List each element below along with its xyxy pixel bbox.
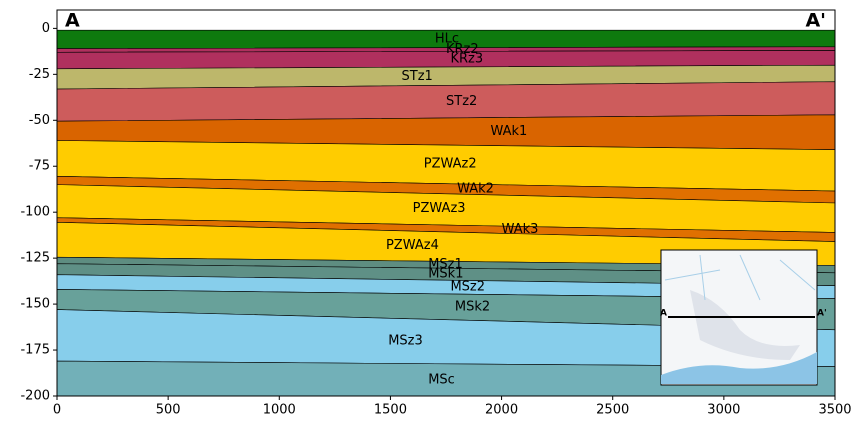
layer-label: MSz1	[428, 257, 463, 272]
y-tick-label: -200	[20, 389, 50, 404]
layer-label: STz1	[402, 69, 433, 84]
layer-label: PZWAz2	[424, 157, 477, 172]
layer-label: MSk1	[428, 266, 463, 281]
x-tick-label: 3500	[818, 403, 851, 418]
inset-label-left: A	[660, 309, 667, 319]
inset-label-right: A'	[817, 309, 827, 319]
y-tick-label: -175	[20, 343, 50, 358]
layer-label: WAk3	[502, 222, 539, 237]
layer-label: MSz3	[388, 333, 423, 348]
inset-canals	[664, 254, 816, 301]
corner-label-right: A'	[805, 10, 826, 32]
x-tick-label: 3000	[707, 403, 740, 418]
layer-label: WAk1	[490, 124, 527, 139]
layer-label: KRz2	[446, 42, 479, 57]
y-tick-label: -50	[29, 113, 50, 128]
layer-label: MSk2	[455, 300, 490, 315]
layer-label: PZWAz3	[413, 201, 466, 216]
layer-label: KRz3	[450, 52, 483, 67]
y-tick-label: -100	[20, 205, 50, 220]
y-tick-label: -25	[29, 67, 50, 82]
layers	[56, 29, 836, 397]
y-tick-label: -75	[29, 159, 50, 174]
layer-label: STz2	[446, 94, 477, 109]
y-tick-label: -125	[20, 251, 50, 266]
x-tick-label: 500	[156, 403, 181, 418]
plot-frame	[56, 9, 836, 397]
x-tick-label: 1000	[263, 403, 296, 418]
x-tick-label: 1500	[374, 403, 407, 418]
x-tick-label: 2500	[596, 403, 629, 418]
y-tick-label: -150	[20, 297, 50, 312]
x-tick-label: 0	[53, 403, 61, 418]
inset-map: A A'	[660, 249, 827, 386]
x-tick-label: 2000	[485, 403, 518, 418]
inset-water	[661, 352, 817, 384]
layer-label: HLc	[435, 31, 459, 46]
corner-label-left: A	[65, 10, 80, 32]
inset-city	[690, 290, 800, 360]
layer-label: MSc	[428, 372, 455, 387]
layer-label: WAk2	[457, 181, 494, 196]
layer-label: PZWAz4	[386, 238, 439, 253]
layer-label: MSz2	[450, 280, 485, 295]
y-tick-label: 0	[42, 21, 50, 36]
